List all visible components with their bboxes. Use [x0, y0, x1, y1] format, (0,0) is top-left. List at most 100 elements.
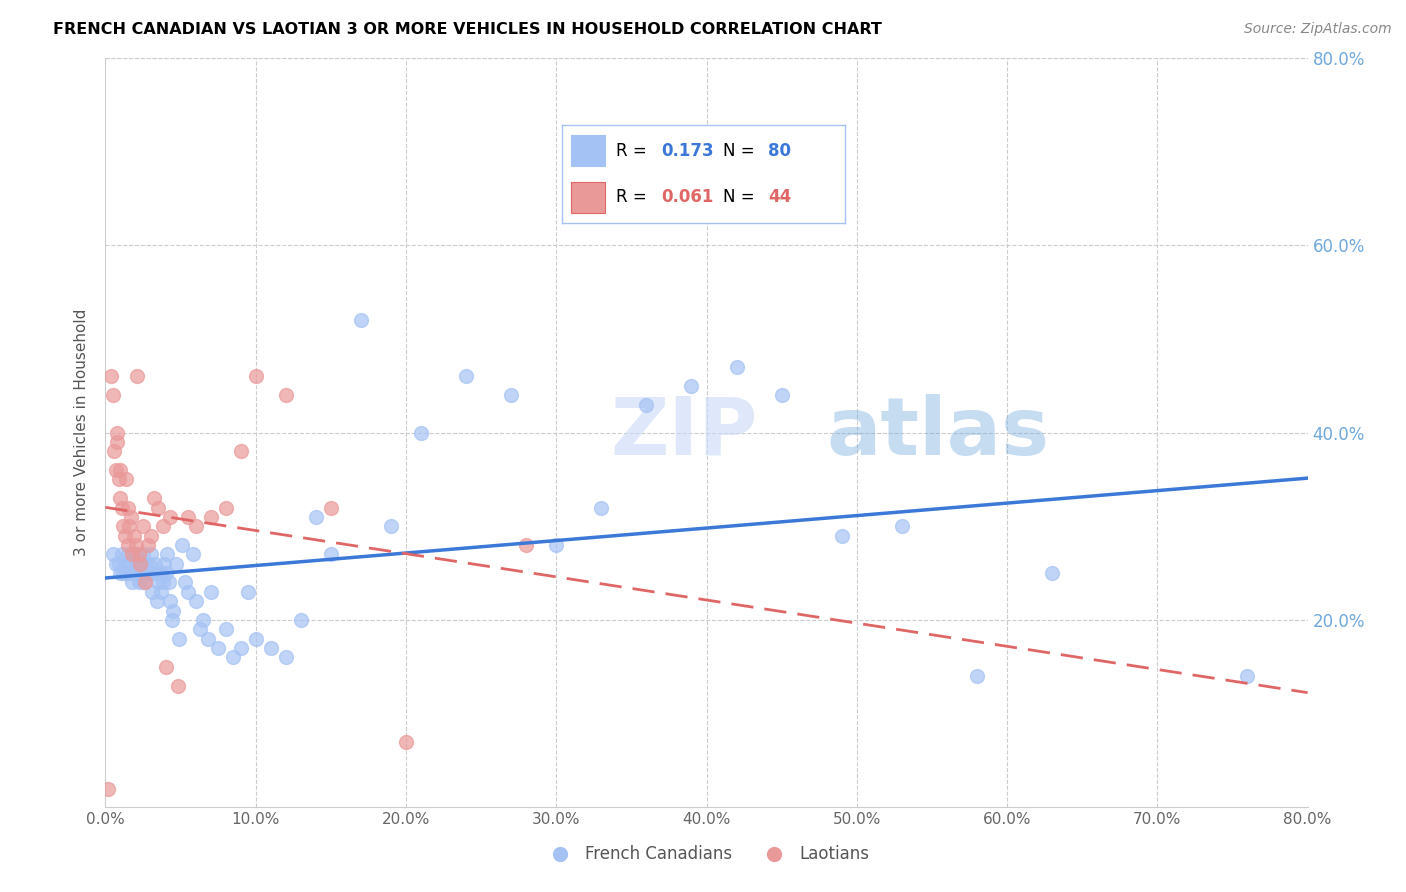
Point — [124, 557, 146, 571]
Point — [165, 557, 187, 571]
Point — [110, 463, 132, 477]
Point — [770, 388, 793, 402]
Point — [222, 650, 245, 665]
Point — [121, 575, 143, 590]
Point — [184, 519, 207, 533]
Point — [111, 547, 134, 562]
Point — [395, 735, 418, 749]
Point — [200, 585, 222, 599]
Point — [120, 510, 142, 524]
Point — [305, 510, 328, 524]
Point — [156, 547, 179, 562]
Point — [319, 547, 342, 562]
Text: atlas: atlas — [827, 393, 1050, 472]
Point — [112, 519, 135, 533]
Point — [229, 640, 252, 655]
Point — [110, 491, 132, 505]
Point — [145, 594, 167, 608]
Point — [214, 500, 236, 515]
Point — [966, 669, 988, 683]
Point — [167, 632, 190, 646]
Point — [139, 547, 162, 562]
Point — [134, 575, 156, 590]
Point — [107, 425, 129, 440]
Point — [184, 594, 207, 608]
Point — [128, 547, 150, 562]
Point — [245, 369, 267, 384]
Point — [245, 632, 267, 646]
Point — [135, 566, 157, 581]
Point — [197, 632, 219, 646]
Point — [207, 640, 229, 655]
Point — [120, 566, 142, 581]
Point — [124, 547, 146, 562]
Point — [177, 585, 200, 599]
Point — [146, 575, 169, 590]
Point — [152, 575, 174, 590]
Legend: French Canadians, Laotians: French Canadians, Laotians — [537, 838, 876, 870]
Point — [591, 500, 613, 515]
Point — [118, 557, 141, 571]
Point — [108, 557, 131, 571]
Point — [115, 473, 138, 487]
Point — [139, 528, 162, 542]
Point — [350, 313, 373, 327]
Text: ZIP: ZIP — [610, 393, 758, 472]
Point — [114, 528, 136, 542]
Point — [142, 491, 165, 505]
Point — [107, 435, 129, 450]
Point — [546, 538, 568, 552]
Point — [238, 585, 260, 599]
Point — [501, 388, 523, 402]
Point — [142, 566, 165, 581]
Point — [181, 547, 204, 562]
Point — [159, 510, 181, 524]
Point — [290, 613, 312, 627]
Point — [132, 519, 155, 533]
Point — [831, 528, 853, 542]
Point — [725, 360, 748, 375]
Point — [148, 566, 170, 581]
Point — [97, 781, 120, 796]
Point — [131, 557, 153, 571]
Point — [229, 444, 252, 458]
Point — [155, 566, 177, 581]
Point — [681, 378, 703, 392]
Y-axis label: 3 or more Vehicles in Household: 3 or more Vehicles in Household — [75, 309, 90, 557]
Point — [636, 398, 658, 412]
Point — [111, 500, 134, 515]
Point — [104, 557, 127, 571]
Point — [274, 650, 297, 665]
Point — [1236, 669, 1258, 683]
Point — [136, 566, 159, 581]
Point — [117, 566, 139, 581]
Point — [104, 463, 127, 477]
Point — [103, 444, 125, 458]
Point — [160, 613, 183, 627]
Point — [112, 566, 135, 581]
Point — [157, 575, 180, 590]
Point — [125, 566, 148, 581]
Point — [129, 566, 152, 581]
Point — [136, 538, 159, 552]
Point — [115, 566, 138, 581]
Point — [162, 603, 184, 617]
Point — [124, 538, 146, 552]
Point — [108, 473, 131, 487]
Point — [143, 557, 166, 571]
Point — [454, 369, 477, 384]
Point — [380, 519, 402, 533]
Point — [890, 519, 912, 533]
Point — [166, 678, 188, 692]
Point — [152, 519, 174, 533]
Point — [117, 547, 139, 562]
Point — [159, 594, 181, 608]
Point — [138, 557, 160, 571]
Point — [121, 547, 143, 562]
Text: FRENCH CANADIAN VS LAOTIAN 3 OR MORE VEHICLES IN HOUSEHOLD CORRELATION CHART: FRENCH CANADIAN VS LAOTIAN 3 OR MORE VEH… — [53, 22, 883, 37]
Point — [200, 510, 222, 524]
Point — [132, 547, 155, 562]
Point — [153, 557, 176, 571]
Point — [100, 369, 122, 384]
Point — [125, 369, 148, 384]
